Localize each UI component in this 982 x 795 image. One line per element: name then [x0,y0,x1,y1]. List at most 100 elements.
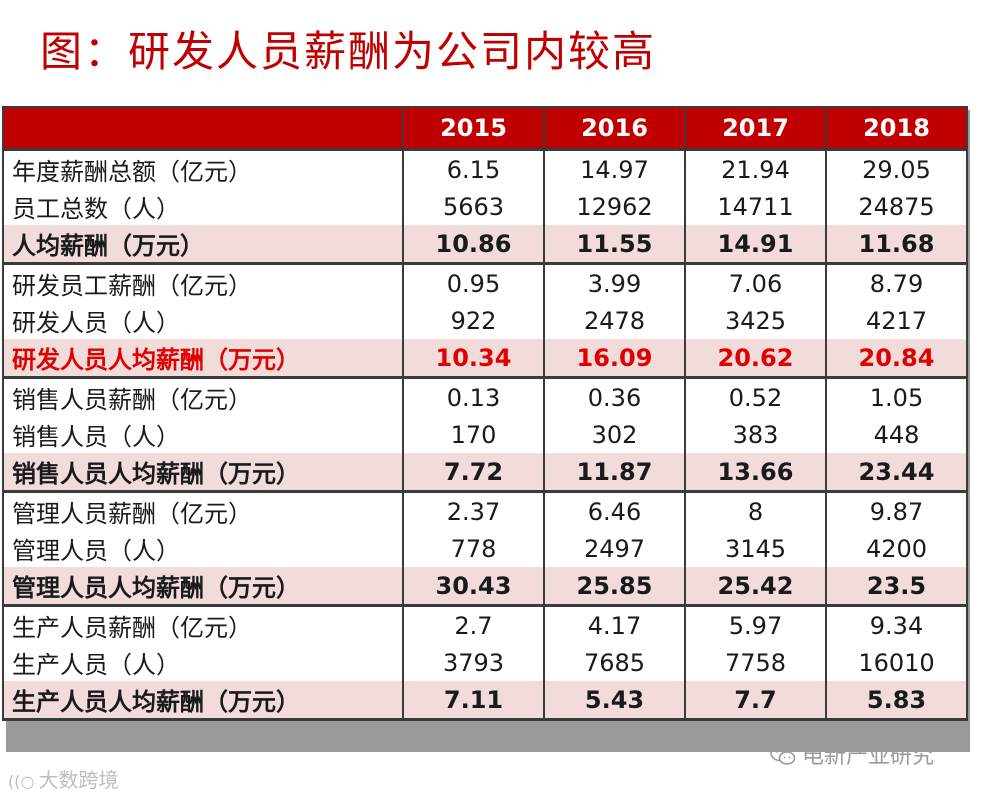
cell-value: 3425 [684,302,827,339]
cell-value: 302 [543,416,686,453]
cell-value: 8 [684,490,827,530]
row-label: 销售人员（人） [2,416,404,453]
cell-value: 14.91 [684,225,827,265]
watermark-right-text: 电新产业研究 [802,744,935,769]
header-year-2015: 2015 [402,106,545,151]
average-row: 人均薪酬（万元） 10.86 11.55 14.91 11.68 [2,225,968,265]
cell-value: 922 [402,302,545,339]
cell-value: 0.13 [402,376,545,416]
cell-value: 6.46 [543,490,686,530]
cell-value: 11.55 [543,225,686,265]
cell-value: 3.99 [543,262,686,302]
wechat-icon [770,744,796,765]
watermark-right: 电新产业研究 [770,738,934,770]
cell-value: 5.97 [684,604,827,644]
cell-value: 7.11 [402,681,545,721]
table-row: 生产人员（人） 3793 7685 7758 16010 [2,644,968,681]
page-title: 图：研发人员薪酬为公司内较高 [40,27,657,76]
cell-value: 3145 [684,530,827,567]
row-label: 销售人员薪酬（亿元） [2,376,404,416]
cell-value: 7758 [684,644,827,681]
watermark-logo-icon: ((○ [8,772,35,791]
row-label: 生产人员（人） [2,644,404,681]
cell-value: 2478 [543,302,686,339]
cell-value: 6.15 [402,148,545,188]
table-row: 员工总数（人） 5663 12962 14711 24875 [2,188,968,225]
cell-value: 11.68 [825,225,968,265]
table-row: 销售人员薪酬（亿元） 0.13 0.36 0.52 1.05 [2,376,968,416]
row-label: 人均薪酬（万元） [2,225,404,265]
row-label: 生产人员薪酬（亿元） [2,604,404,644]
table-row: 生产人员薪酬（亿元） 2.7 4.17 5.97 9.34 [2,604,968,644]
cell-value: 170 [402,416,545,453]
table-row: 管理人员薪酬（亿元） 2.37 6.46 8 9.87 [2,490,968,530]
cell-value: 0.36 [543,376,686,416]
watermark-left: ((○ 大数跨境 [8,764,118,793]
cell-value: 24875 [825,188,968,225]
average-row: 销售人员人均薪酬（万元） 7.72 11.87 13.66 23.44 [2,453,968,493]
cell-value: 4200 [825,530,968,567]
row-label: 年度薪酬总额（亿元） [2,148,404,188]
salary-table-container: 2015 2016 2017 2018 年度薪酬总额（亿元） 6.15 14.9… [2,106,970,752]
cell-value: 5.83 [825,681,968,721]
row-label: 研发人员（人） [2,302,404,339]
row-label: 研发人员人均薪酬（万元） [2,339,404,379]
row-label: 管理人员（人） [2,530,404,567]
cell-value: 778 [402,530,545,567]
cell-value: 14.97 [543,148,686,188]
watermark-left-text: 大数跨境 [38,768,119,792]
cell-value: 25.42 [684,567,827,607]
table-row: 销售人员（人） 170 302 383 448 [2,416,968,453]
header-blank-cell [2,106,404,151]
cell-value: 7.72 [402,453,545,493]
cell-value: 8.79 [825,262,968,302]
cell-value: 12962 [543,188,686,225]
cell-value: 21.94 [684,148,827,188]
cell-value: 10.86 [402,225,545,265]
cell-value: 4.17 [543,604,686,644]
cell-value: 3793 [402,644,545,681]
cell-value: 7.7 [684,681,827,721]
average-row: 管理人员人均薪酬（万元） 30.43 25.85 25.42 23.5 [2,567,968,607]
average-row-highlighted: 研发人员人均薪酬（万元） 10.34 16.09 20.62 20.84 [2,339,968,379]
header-year-2018: 2018 [825,106,968,151]
cell-value: 14711 [684,188,827,225]
cell-value: 448 [825,416,968,453]
cell-value: 9.87 [825,490,968,530]
cell-value: 4217 [825,302,968,339]
cell-value: 5663 [402,188,545,225]
cell-value: 383 [684,416,827,453]
cell-value: 20.84 [825,339,968,379]
row-label: 生产人员人均薪酬（万元） [2,681,404,721]
cell-value: 25.85 [543,567,686,607]
row-label: 员工总数（人） [2,188,404,225]
cell-value: 13.66 [684,453,827,493]
cell-value: 16.09 [543,339,686,379]
cell-value: 20.62 [684,339,827,379]
cell-value: 5.43 [543,681,686,721]
cell-value: 30.43 [402,567,545,607]
header-year-2016: 2016 [543,106,686,151]
salary-table: 2015 2016 2017 2018 年度薪酬总额（亿元） 6.15 14.9… [2,106,968,721]
table-row: 管理人员（人） 778 2497 3145 4200 [2,530,968,567]
cell-value: 1.05 [825,376,968,416]
table-row: 年度薪酬总额（亿元） 6.15 14.97 21.94 29.05 [2,148,968,188]
cell-value: 2.7 [402,604,545,644]
cell-value: 16010 [825,644,968,681]
cell-value: 10.34 [402,339,545,379]
row-label: 销售人员人均薪酬（万元） [2,453,404,493]
table-row: 研发员工薪酬（亿元） 0.95 3.99 7.06 8.79 [2,262,968,302]
cell-value: 7.06 [684,262,827,302]
cell-value: 11.87 [543,453,686,493]
row-label: 研发员工薪酬（亿元） [2,262,404,302]
table-header-row: 2015 2016 2017 2018 [2,106,968,151]
cell-value: 23.44 [825,453,968,493]
cell-value: 29.05 [825,148,968,188]
row-label: 管理人员人均薪酬（万元） [2,567,404,607]
cell-value: 0.52 [684,376,827,416]
cell-value: 0.95 [402,262,545,302]
row-label: 管理人员薪酬（亿元） [2,490,404,530]
table-row: 研发人员（人） 922 2478 3425 4217 [2,302,968,339]
cell-value: 7685 [543,644,686,681]
cell-value: 9.34 [825,604,968,644]
